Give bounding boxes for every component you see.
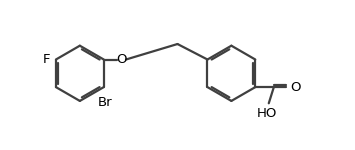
Text: F: F — [42, 53, 50, 66]
Text: Br: Br — [98, 96, 113, 109]
Text: O: O — [291, 81, 301, 94]
Text: O: O — [116, 53, 126, 66]
Text: HO: HO — [257, 107, 277, 120]
